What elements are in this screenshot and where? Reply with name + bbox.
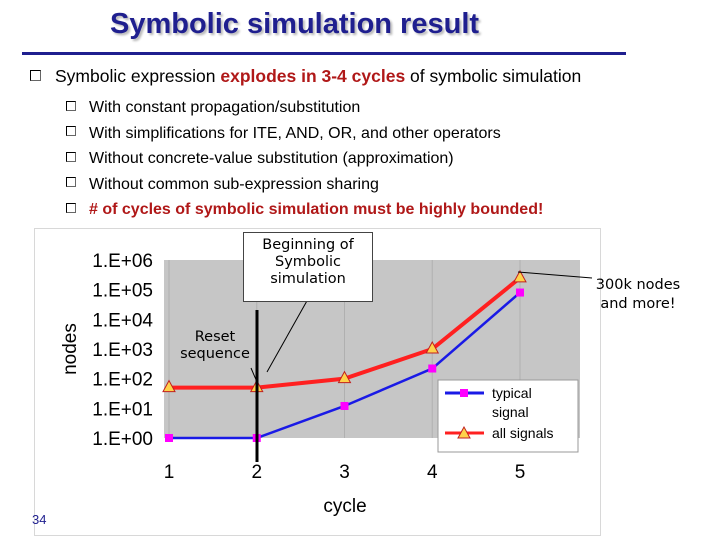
data-point-triangle [162, 379, 176, 393]
sub-bullet-text: With simplifications for ITE, AND, OR, a… [89, 124, 501, 142]
big-pointer [517, 271, 593, 279]
y-tick-labels: 1.E+00 1.E+01 1.E+02 1.E+03 1.E+04 1.E+05 1.E+… [92, 251, 153, 450]
reset-pointer [250, 367, 258, 383]
bullet-box-icon [66, 100, 76, 111]
x-axis-label: cycle [323, 496, 366, 517]
data-point-square [165, 434, 173, 442]
bullet-box-icon [66, 177, 76, 188]
bullet-box-icon [66, 126, 76, 137]
y-tick-label: 1.E+04 [92, 310, 153, 331]
main-bullet-tail: of symbolic simulation [405, 66, 582, 86]
legend-all-label: all signals [492, 425, 553, 441]
legend-all-marker [457, 425, 471, 439]
bullet-box-icon [66, 151, 76, 162]
bullet-box-icon [30, 69, 41, 81]
y-tick-label: 1.E+02 [92, 370, 153, 391]
x-tick-label: 5 [515, 462, 526, 483]
x-tick-labels: 1 2 3 4 5 [164, 462, 526, 483]
y-tick-label: 1.E+06 [92, 251, 153, 272]
x-tick-label: 1 [164, 462, 175, 483]
main-bullet-text: Symbolic expression [55, 66, 221, 86]
data-point-triangle [337, 370, 352, 384]
data-point-square [340, 401, 349, 410]
sub-bullet: Without common sub-expression sharing [66, 172, 543, 198]
beginning-callout: Beginning of Symbolic simulation [243, 232, 373, 302]
slide-title: Symbolic simulation result [110, 8, 480, 40]
title-underline [22, 52, 626, 55]
legend-typical-label-1: typical [492, 385, 532, 401]
big-nodes-note: 300k nodes and more! [595, 277, 681, 312]
sub-bullet-text: # of cycles of symbolic simulation must … [89, 201, 544, 218]
beginning-pointer [266, 298, 309, 373]
x-tick-label: 4 [427, 462, 438, 483]
y-tick-label: 1.E+03 [92, 340, 153, 361]
main-bullet-highlight: explodes in 3-4 cycles [220, 66, 406, 86]
y-axis-label: nodes [60, 323, 81, 375]
sub-bullet-text: Without concrete-value substitution (app… [89, 150, 454, 167]
sub-bullet-warning: # of cycles of symbolic simulation must … [66, 197, 543, 223]
data-point-triangle [513, 269, 527, 283]
reset-callout: Reset sequence [180, 329, 250, 362]
sub-bullet-text: Without common sub-expression sharing [89, 175, 379, 193]
sub-bullet: With simplifications for ITE, AND, OR, a… [66, 121, 543, 147]
legend-typical-marker [460, 389, 468, 397]
data-point-square [428, 364, 437, 373]
legend-typical-label-2: signal [492, 404, 529, 420]
data-point-triangle [425, 340, 440, 354]
x-tick-label: 3 [339, 462, 350, 483]
sub-bullet: Without concrete-value substitution (app… [66, 146, 543, 172]
x-tick-label: 2 [251, 462, 262, 483]
sub-bullet-text: With constant propagation/substitution [89, 99, 361, 116]
sub-bullet: With constant propagation/substitution [66, 95, 543, 121]
data-point-square [516, 288, 524, 297]
y-tick-label: 1.E+00 [92, 429, 153, 450]
bullet-box-icon [66, 202, 76, 213]
y-tick-label: 1.E+01 [92, 399, 153, 420]
page-number: 34 [32, 512, 47, 527]
main-bullet: Symbolic expression explodes in 3-4 cycl… [30, 66, 581, 87]
legend: typical signal all signals [437, 379, 579, 453]
y-tick-label: 1.E+05 [92, 281, 153, 302]
sub-bullet-list: With constant propagation/substitution W… [66, 95, 543, 223]
